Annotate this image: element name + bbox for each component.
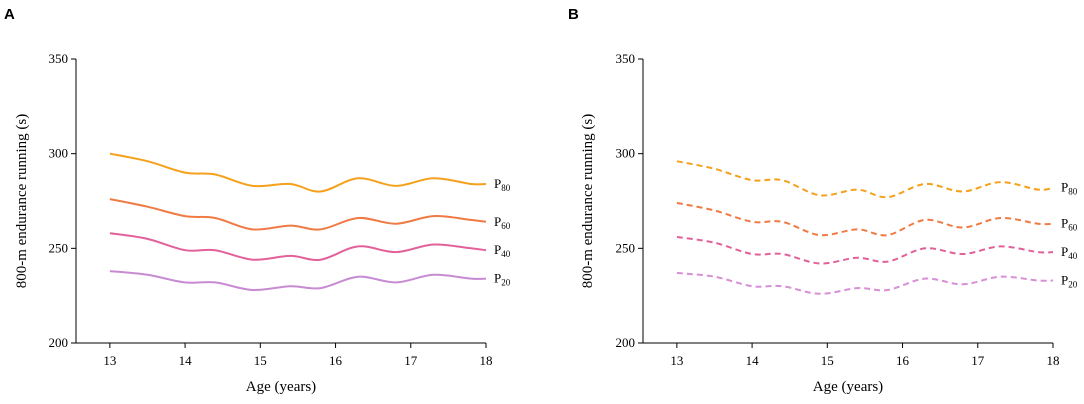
panel-a-series-p80-line xyxy=(109,152,487,193)
panel-b-x-tick-label: 16 xyxy=(896,353,910,368)
panel-a-x-tick-label: 16 xyxy=(329,353,343,368)
panel-a-y-tick-label: 250 xyxy=(49,240,69,255)
panel-b: B 200 250 300 350 13 14 15 16 17 18 Age (years) 800… xyxy=(568,6,1078,395)
panel-a-label: A xyxy=(4,6,15,23)
panel-b-y-tick-label: 350 xyxy=(616,51,636,66)
panel-b-series-p40-line xyxy=(676,236,1054,265)
panel-a-series-p40-label: P40 xyxy=(494,242,511,259)
panel-b-x-tick-label: 18 xyxy=(1047,353,1060,368)
panel-a-x-tick-label: 18 xyxy=(480,353,493,368)
panel-b-series-p80-label: P80 xyxy=(1061,180,1078,197)
panel-a-series-p80-label: P80 xyxy=(494,176,511,193)
panel-a-x-tick-label: 14 xyxy=(179,353,193,368)
panel-a-series-p60-line xyxy=(109,198,487,231)
panel-a-y-tick-label: 350 xyxy=(49,51,69,66)
panel-a-series-p40-line xyxy=(109,232,487,261)
panel-b-series-p60-label: P60 xyxy=(1061,216,1078,233)
panel-a-y-tick-label: 200 xyxy=(49,335,69,350)
panel-b-x-tick-label: 17 xyxy=(971,353,985,368)
panel-a-x-tick-label: 15 xyxy=(254,353,267,368)
panel-a-x-axis-title: Age (years) xyxy=(246,379,316,395)
panel-b-x-tick-label: 15 xyxy=(821,353,834,368)
panel-b-y-tick-label: 200 xyxy=(616,335,636,350)
panel-b-x-tick-label: 14 xyxy=(746,353,760,368)
panel-b-x-axis-title: Age (years) xyxy=(813,379,883,395)
panel-b-y-tick-label: 250 xyxy=(616,240,636,255)
panel-b-series-p20-label: P20 xyxy=(1061,273,1078,290)
panel-b-x-tick-label: 13 xyxy=(670,353,683,368)
panel-a-y-tick-label: 300 xyxy=(49,146,69,161)
panel-b-label: B xyxy=(568,6,579,23)
panel-b-series-p80-line xyxy=(676,160,1054,199)
panel-b-series-p60-line xyxy=(676,201,1054,237)
panel-a-y-axis-title: 800-m endurance running (s) xyxy=(14,114,30,289)
panel-b-series-p20-line xyxy=(676,271,1054,295)
panel-b-y-axis-title: 800-m endurance running (s) xyxy=(580,114,596,289)
panel-a-x-tick-label: 13 xyxy=(103,353,116,368)
panel-b-y-tick-label: 300 xyxy=(616,146,636,161)
panel-a: A 200 250 300 350 13 14 15 16 17 18 Age (years) 800… xyxy=(4,6,511,395)
panel-b-series-p40-label: P40 xyxy=(1061,244,1078,261)
panel-a-x-tick-label: 17 xyxy=(404,353,418,368)
panel-a-series-p20-line xyxy=(109,270,487,292)
panel-a-series-p60-label: P60 xyxy=(494,214,511,231)
panel-a-series-p20-label: P20 xyxy=(494,271,511,288)
